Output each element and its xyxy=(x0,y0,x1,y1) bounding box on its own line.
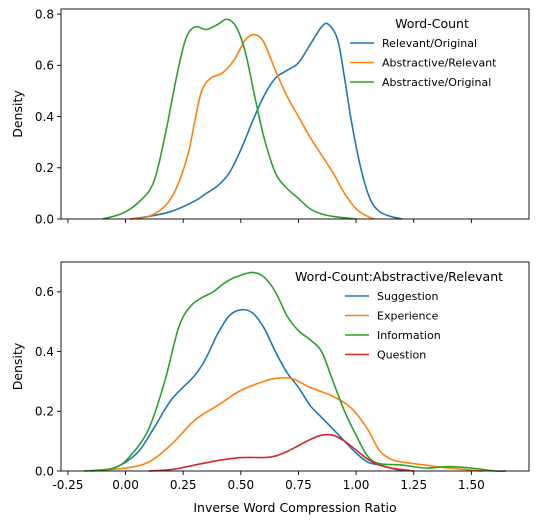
bottom-legend-entry: Information xyxy=(377,329,441,342)
bottom-series-line-2 xyxy=(90,376,483,472)
top-axes-frame xyxy=(60,8,530,220)
top-legend-entry: Abstractive/Original xyxy=(382,76,491,89)
top-y-axis-label: Density xyxy=(10,90,25,138)
bottom-x-tick-label: 0.50 xyxy=(227,478,254,492)
top-x-ticks xyxy=(67,219,472,223)
bottom-x-ticks: -0.25 0.00 0.25 0.50 0.75 1.00 1.25 1.50 xyxy=(52,471,485,492)
top-density-panel: 0.0 0.2 0.4 0.6 0.8 Density Word-Count Relev… xyxy=(10,7,530,226)
top-y-tick-label: 0.8 xyxy=(35,7,54,21)
top-y-tick-label: 0.2 xyxy=(35,161,54,175)
bottom-series-line-4 xyxy=(148,433,414,472)
bottom-legend-entry: Question xyxy=(377,349,426,362)
bottom-y-tick-label: 0.4 xyxy=(35,345,54,359)
bottom-y-ticks: 0.0 0.2 0.4 0.6 xyxy=(35,285,61,478)
bottom-legend: Word-Count:Abstractive/Relevant Suggesti… xyxy=(295,269,503,362)
bottom-x-tick-label: 1.25 xyxy=(400,478,427,492)
top-y-tick-label: 0.0 xyxy=(35,212,54,226)
bottom-legend-entry: Experience xyxy=(377,310,439,323)
bottom-series-line-3 xyxy=(83,271,506,473)
top-series-line-1 xyxy=(130,22,403,220)
top-curves xyxy=(102,18,403,220)
bottom-y-tick-label: 0.6 xyxy=(35,285,54,299)
top-legend: Word-Count Relevant/Original Abstractive/… xyxy=(350,16,497,89)
top-legend-entry: Relevant/Original xyxy=(382,37,477,50)
bottom-series-line-1 xyxy=(90,308,403,472)
bottom-x-tick-label: 0.75 xyxy=(285,478,312,492)
bottom-legend-entry: Suggestion xyxy=(377,290,439,303)
bottom-axes-frame xyxy=(60,261,530,472)
top-y-ticks: 0.0 0.2 0.4 0.6 0.8 xyxy=(35,7,61,226)
top-y-tick-label: 0.6 xyxy=(35,59,54,73)
bottom-y-tick-label: 0.0 xyxy=(35,464,54,478)
bottom-curves xyxy=(83,271,506,473)
bottom-x-tick-label: 0.25 xyxy=(170,478,197,492)
top-legend-title: Word-Count xyxy=(395,16,469,31)
bottom-legend-title: Word-Count:Abstractive/Relevant xyxy=(295,269,503,284)
bottom-y-axis-label: Density xyxy=(10,342,25,390)
bottom-x-tick-label: 0.00 xyxy=(112,478,139,492)
bottom-y-tick-label: 0.2 xyxy=(35,405,54,419)
bottom-x-tick-label: 1.50 xyxy=(458,478,485,492)
top-series-line-2 xyxy=(130,33,375,220)
top-series-line-3 xyxy=(102,18,357,220)
bottom-density-panel: 0.0 0.2 0.4 0.6 -0.25 0.00 0.25 0.50 0.75 1.00 1.… xyxy=(10,261,530,515)
top-legend-entry: Abstractive/Relevant xyxy=(382,57,497,70)
bottom-x-tick-label: 1.00 xyxy=(343,478,370,492)
top-y-tick-label: 0.4 xyxy=(35,110,54,124)
bottom-x-axis-label: Inverse Word Compression Ratio xyxy=(193,500,396,515)
bottom-x-tick-label: -0.25 xyxy=(52,478,83,492)
